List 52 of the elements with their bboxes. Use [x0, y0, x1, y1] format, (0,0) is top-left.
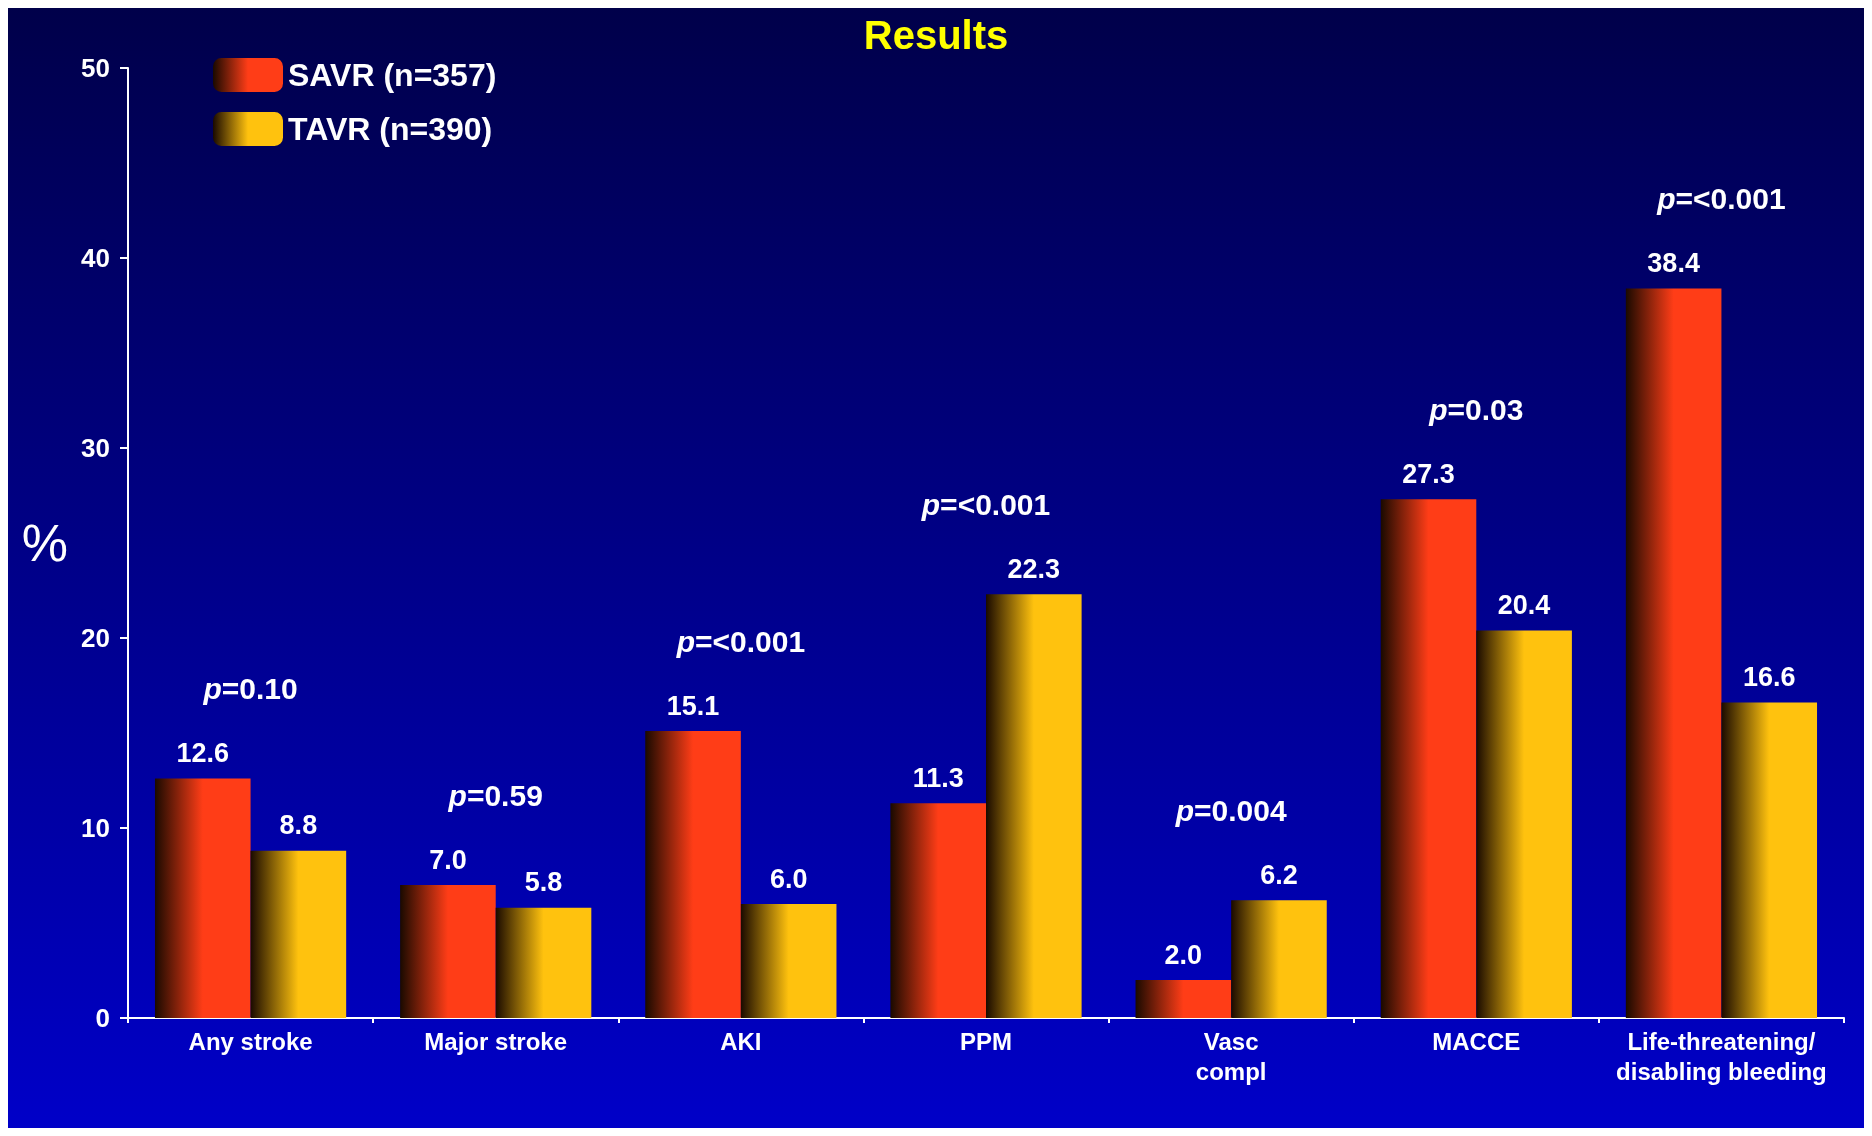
- text: 27.3: [1402, 458, 1455, 489]
- text: 8.8: [279, 810, 318, 841]
- bar: [495, 907, 592, 1018]
- annotation: p=0.03: [1428, 392, 1524, 426]
- bar: [740, 904, 837, 1018]
- y-axis-title: %: [21, 514, 68, 572]
- bar: [1231, 900, 1327, 1018]
- x-tick-label: Life-threatening/ disabling bleeding: [1616, 1027, 1827, 1085]
- annotation: p=0.59: [447, 778, 543, 812]
- x-tick-label: AKI: [720, 1027, 762, 1055]
- bar: [1625, 288, 1722, 1018]
- annotation: p=<0.001: [920, 487, 1051, 521]
- text: 6.0: [769, 863, 808, 894]
- annotation: p=0.004: [1174, 793, 1287, 827]
- text: 22.3: [1007, 553, 1061, 584]
- bar: [400, 885, 496, 1018]
- bar: [1721, 702, 1818, 1018]
- bar: [890, 803, 986, 1018]
- text: 5.8: [524, 867, 563, 898]
- bar: [1476, 630, 1572, 1018]
- annotation: p=<0.001: [675, 624, 806, 658]
- y-tick-label: 30: [81, 433, 110, 463]
- text: 12.6: [176, 738, 230, 769]
- bar: [1380, 499, 1477, 1018]
- text: 7.0: [429, 844, 467, 875]
- x-tick-label: Major stroke: [424, 1027, 568, 1055]
- annotation: p=<0.001: [1656, 181, 1786, 215]
- text: 38.4: [1647, 247, 1700, 278]
- x-tick-label: Any stroke: [188, 1027, 313, 1055]
- x-tick-label: Vasc compl: [1195, 1027, 1267, 1085]
- y-tick-label: 20: [81, 623, 110, 653]
- x-tick-label: PPM: [959, 1027, 1013, 1055]
- chart-title: Results: [863, 13, 1009, 57]
- annotation: p=0.10: [202, 672, 298, 706]
- bar: [1135, 980, 1232, 1018]
- text: 15.1: [666, 690, 720, 721]
- text: 2.0: [1164, 939, 1203, 970]
- y-tick-label: 0: [95, 1003, 110, 1033]
- x-tick-label: MACCE: [1432, 1027, 1521, 1055]
- text: 16.6: [1742, 662, 1796, 693]
- y-tick-label: 10: [81, 813, 110, 843]
- legend-label: SAVR (n=357): [288, 57, 497, 93]
- y-tick-label: 50: [81, 53, 110, 83]
- text: 11.3: [912, 762, 964, 793]
- bar: [986, 594, 1082, 1018]
- bar: [645, 731, 741, 1018]
- bar: [154, 778, 251, 1018]
- bar: [250, 850, 347, 1018]
- y-tick-label: 40: [81, 243, 110, 273]
- text: 6.2: [1260, 859, 1298, 890]
- legend-label: TAVR (n=390): [288, 111, 493, 147]
- text: 20.4: [1497, 589, 1551, 620]
